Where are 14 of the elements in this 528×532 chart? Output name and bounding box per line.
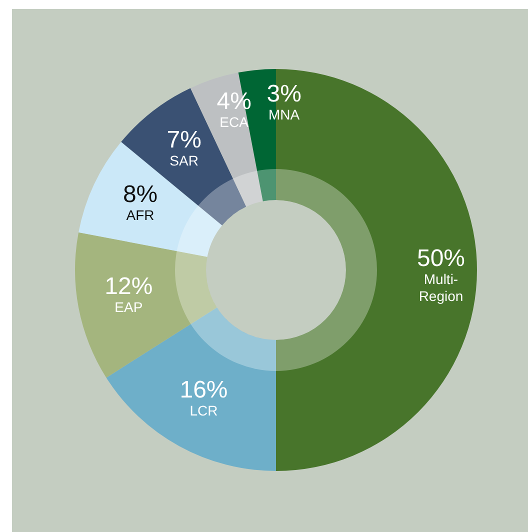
slice-label: EAP — [114, 299, 143, 316]
data-label: 16% — [180, 376, 228, 404]
slice-label: ECA — [220, 114, 250, 130]
donut-slice — [75, 232, 217, 378]
slice-label: Multi-Region — [418, 271, 464, 304]
slice-label: LCR — [190, 402, 218, 418]
data-label: 50% — [416, 245, 466, 272]
data-label: 12% — [104, 273, 153, 300]
data-label: 7% — [166, 126, 202, 154]
slice-label: AFR — [126, 207, 154, 224]
data-label: 3% — [266, 80, 302, 108]
slice-label: MNA — [268, 106, 300, 123]
slice-label: SAR — [170, 152, 198, 168]
data-label: 8% — [122, 181, 158, 208]
